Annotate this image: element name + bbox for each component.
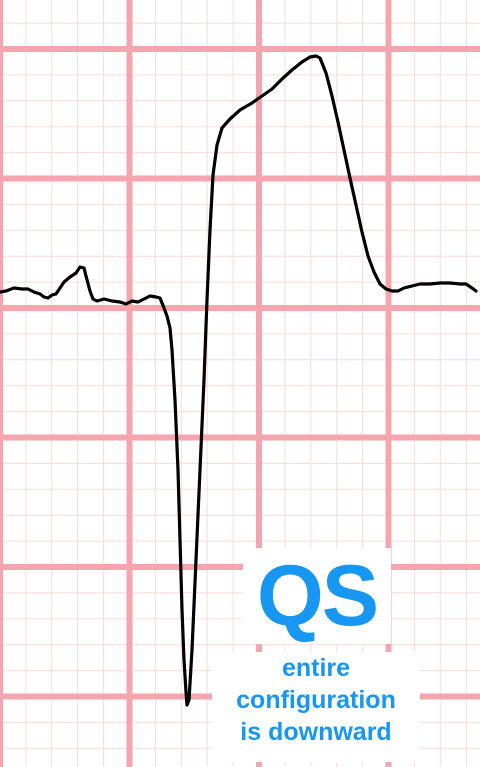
caption-line-1: entire xyxy=(281,654,351,682)
qs-label: QS xyxy=(256,548,379,644)
ecg-trace xyxy=(0,54,478,707)
caption-box: entire configuration is downward xyxy=(212,652,420,762)
qs-label-box: QS xyxy=(243,548,391,644)
caption-line-3: is downward xyxy=(240,718,392,746)
caption-line-2: configuration xyxy=(236,686,396,714)
